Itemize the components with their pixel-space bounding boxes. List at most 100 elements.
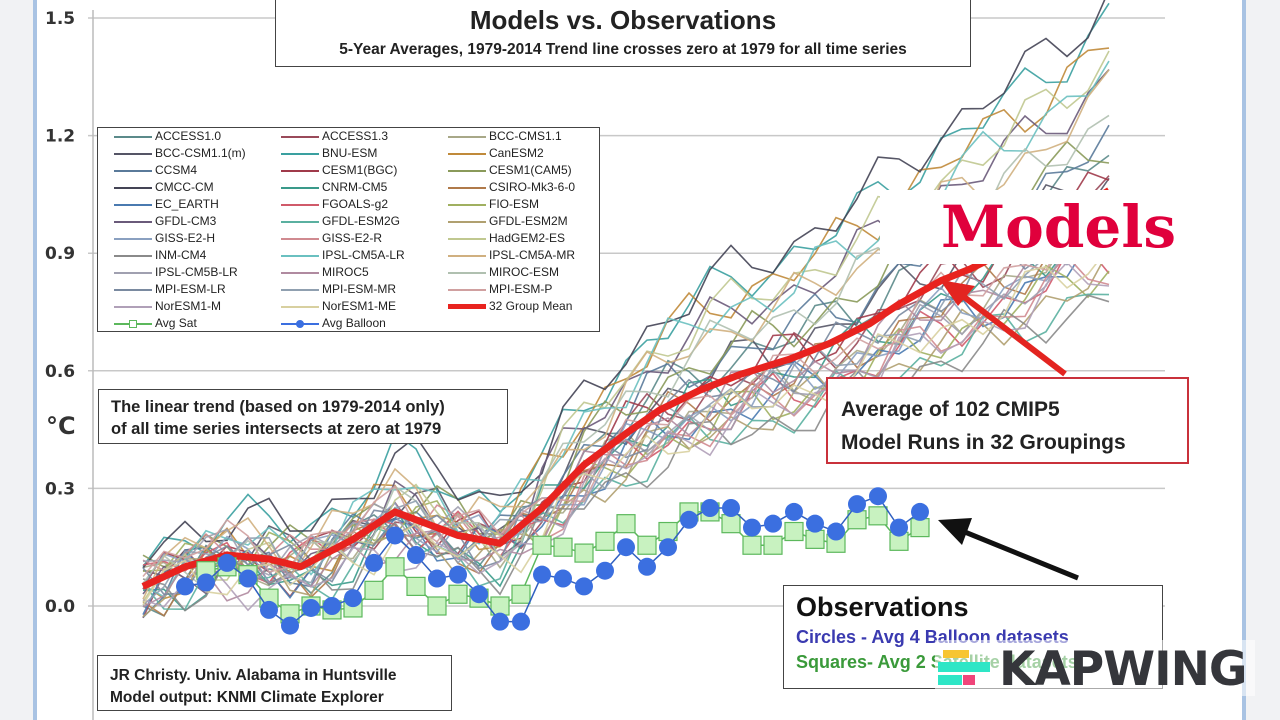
legend-item: ACCESS1.0 bbox=[114, 129, 221, 143]
balloon-point bbox=[785, 502, 803, 521]
legend-item: CMCC-CM bbox=[114, 180, 214, 194]
legend-swatch bbox=[448, 203, 486, 206]
satellite-point bbox=[868, 506, 888, 526]
y-axis-label: °C bbox=[46, 412, 76, 440]
legend-label: CMCC-CM bbox=[155, 180, 214, 194]
kapwing-watermark: KAPWING bbox=[935, 640, 1255, 697]
legend-item: IPSL-CM5A-MR bbox=[448, 248, 575, 262]
observations-title: Observations bbox=[796, 592, 969, 622]
legend-swatch bbox=[281, 305, 319, 308]
balloon-point bbox=[260, 600, 278, 619]
balloon-point bbox=[302, 598, 320, 617]
balloon-point bbox=[449, 565, 467, 584]
satellite-point bbox=[427, 596, 447, 616]
kapwing-text: KAPWING bbox=[999, 642, 1247, 697]
legend-swatch bbox=[114, 169, 152, 172]
satellite-point bbox=[553, 537, 573, 557]
trend-note-box: The linear trend (based on 1979-2014 onl… bbox=[98, 389, 508, 444]
legend-label: GISS-E2-H bbox=[155, 231, 216, 245]
satellite-point bbox=[448, 584, 468, 604]
y-tick-label: 1.5 bbox=[45, 9, 75, 29]
balloon-point bbox=[344, 589, 362, 608]
balloon-point bbox=[911, 502, 929, 521]
balloon-point bbox=[470, 585, 488, 604]
legend-label: ACCESS1.3 bbox=[322, 129, 389, 143]
chart-subtitle: 5-Year Averages, 1979-2014 Trend line cr… bbox=[339, 41, 907, 58]
legend-swatch bbox=[114, 135, 152, 138]
balloon-point bbox=[554, 569, 572, 588]
average-note-box: Average of 102 CMIP5 Model Runs in 32 Gr… bbox=[826, 377, 1189, 464]
legend-swatch bbox=[114, 319, 152, 328]
legend-label: INM-CM4 bbox=[155, 248, 207, 262]
legend-label: IPSL-CM5B-LR bbox=[155, 265, 238, 279]
legend-swatch bbox=[281, 152, 319, 155]
legend-label: IPSL-CM5A-MR bbox=[489, 248, 576, 262]
legend-label: GFDL-CM3 bbox=[155, 214, 217, 228]
legend-label: CNRM-CM5 bbox=[322, 180, 388, 194]
legend-swatch bbox=[114, 220, 152, 223]
legend-label: CanESM2 bbox=[489, 146, 544, 160]
legend-swatch bbox=[281, 186, 319, 189]
legend-item: CanESM2 bbox=[448, 146, 544, 160]
legend-label: MIROC5 bbox=[322, 265, 369, 279]
legend-swatch bbox=[448, 220, 486, 223]
satellite-point bbox=[910, 517, 930, 538]
legend-item: MPI-ESM-P bbox=[448, 282, 552, 296]
legend-item: CSIRO-Mk3-6-0 bbox=[448, 180, 575, 194]
legend-label: MIROC-ESM bbox=[489, 265, 559, 279]
balloon-point bbox=[323, 597, 341, 615]
satellite-point bbox=[364, 580, 384, 600]
balloon-point bbox=[281, 616, 299, 635]
balloon-point bbox=[890, 518, 908, 537]
legend-item: GISS-E2-R bbox=[281, 231, 382, 245]
satellite-point bbox=[406, 576, 426, 597]
balloon-point bbox=[764, 514, 782, 533]
legend-swatch bbox=[281, 237, 319, 240]
model-line bbox=[142, 69, 1110, 600]
legend-swatch bbox=[448, 254, 486, 257]
model-line bbox=[142, 261, 1110, 612]
legend-swatch bbox=[448, 169, 486, 172]
legend-label: GISS-E2-R bbox=[322, 231, 383, 245]
chart-title: Models vs. Observations bbox=[469, 5, 777, 35]
balloon-point bbox=[239, 569, 257, 588]
legend-swatch bbox=[448, 135, 486, 138]
y-tick-label: 0.9 bbox=[45, 244, 75, 264]
balloon-point bbox=[869, 487, 887, 506]
y-tick-label: 0.6 bbox=[45, 362, 75, 382]
balloon-point bbox=[512, 612, 530, 631]
legend-label: MPI-ESM-LR bbox=[155, 282, 226, 296]
legend-item: ACCESS1.3 bbox=[281, 129, 388, 143]
legend-item: CESM1(BGC) bbox=[281, 163, 397, 177]
legend-item: INM-CM4 bbox=[114, 248, 206, 262]
legend-item: GFDL-ESM2G bbox=[281, 214, 400, 228]
legend-label: CCSM4 bbox=[155, 163, 198, 177]
legend-item: FIO-ESM bbox=[448, 197, 539, 211]
satellite-point bbox=[742, 535, 762, 555]
balloon-point bbox=[386, 526, 404, 545]
legend-swatch bbox=[448, 237, 486, 240]
satellite-point bbox=[595, 531, 615, 551]
trend-note-line: The linear trend (based on 1979-2014 onl… bbox=[111, 398, 445, 416]
balloon-point bbox=[218, 553, 236, 572]
average-note-line: Average of 102 CMIP5 bbox=[841, 398, 1060, 421]
model-line bbox=[142, 237, 1110, 576]
satellite-point bbox=[574, 543, 594, 563]
models-label-box: Models bbox=[880, 190, 1180, 264]
model-line bbox=[142, 0, 1106, 569]
balloon-point bbox=[197, 573, 215, 592]
balloon-point bbox=[680, 510, 698, 529]
legend-item: GFDL-CM3 bbox=[114, 214, 216, 228]
legend-item: BCC-CMS1.1 bbox=[448, 129, 562, 143]
legend-label: 32 Group Mean bbox=[489, 299, 573, 313]
balloon-point bbox=[365, 553, 383, 572]
legend-label: MPI-ESM-MR bbox=[322, 282, 396, 296]
group-mean-line bbox=[141, 187, 1111, 590]
legend-label: CSIRO-Mk3-6-0 bbox=[489, 180, 576, 194]
average-note-line: Model Runs in 32 Groupings bbox=[841, 431, 1126, 454]
legend-label: NorESM1-ME bbox=[322, 299, 397, 313]
satellite-point bbox=[616, 514, 636, 534]
legend-label: NorESM1-M bbox=[155, 299, 222, 313]
legend-label: Avg Balloon bbox=[322, 316, 386, 330]
balloon-point bbox=[806, 514, 824, 533]
